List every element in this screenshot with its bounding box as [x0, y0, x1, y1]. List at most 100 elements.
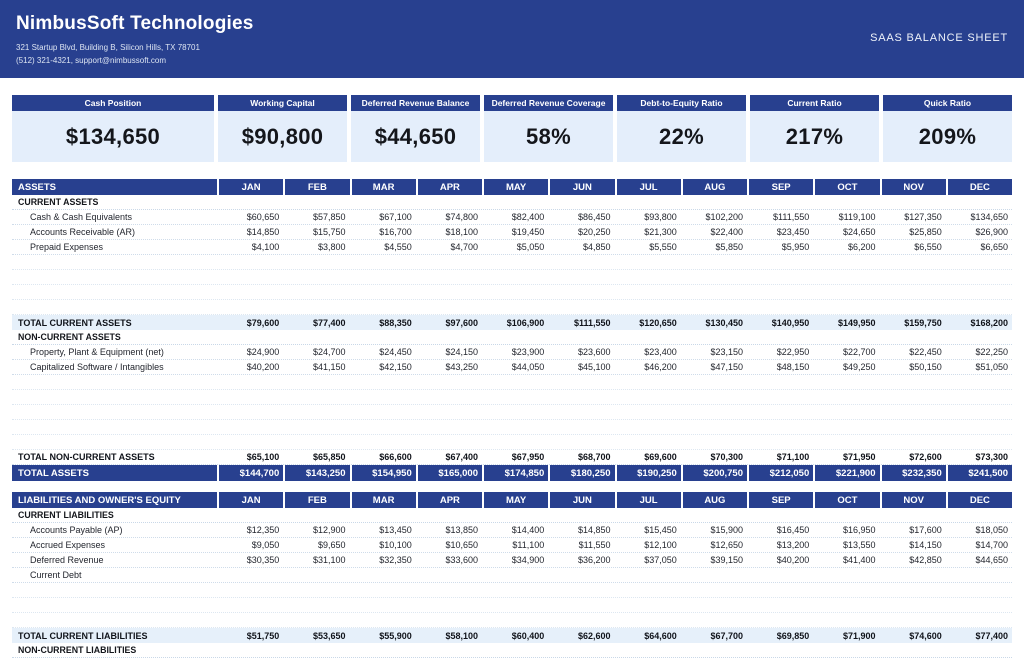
month-header: JAN — [217, 179, 283, 195]
value-cell: $111,550 — [573, 317, 611, 328]
value-cell: $24,900 — [246, 347, 280, 357]
value-cell: $33,600 — [445, 555, 478, 565]
row-label: NON-CURRENT ASSETS — [18, 332, 121, 342]
value-cell: $74,600 — [909, 630, 942, 641]
kpi-label: Working Capital — [218, 95, 347, 111]
value-cell: $71,100 — [776, 452, 810, 462]
value-cell: $4,700 — [450, 242, 478, 252]
value-cell: $51,750 — [246, 630, 280, 641]
value-cell: $24,700 — [312, 347, 346, 357]
row-label: TOTAL CURRENT LIABILITIES — [18, 630, 148, 641]
total-row: TOTAL CURRENT ASSETS $79,600 $77,400 $88,35… — [12, 315, 1012, 330]
value-cell: $180,250 — [548, 465, 614, 481]
value-cell: $25,850 — [909, 227, 942, 237]
value-cell: $77,400 — [312, 317, 346, 328]
value-cell: $14,400 — [511, 525, 545, 535]
value-cell: $71,950 — [842, 452, 876, 462]
month-header: FEB — [283, 179, 349, 195]
value-cell: $16,450 — [776, 525, 810, 535]
month-header: AUG — [680, 179, 747, 195]
month-header: APR — [415, 179, 482, 195]
month-header: MAR — [349, 179, 416, 195]
value-cell: $221,900 — [813, 465, 879, 481]
row-label: TOTAL NON-CURRENT ASSETS — [18, 452, 155, 462]
value-cell: $30,350 — [246, 555, 280, 565]
value-cell: $23,400 — [644, 347, 677, 357]
empty-row — [12, 583, 1012, 598]
value-cell — [880, 568, 946, 582]
value-cell: $13,450 — [379, 525, 412, 535]
row-label: NON-CURRENT LIABILITIES — [18, 645, 137, 655]
value-cell: $47,150 — [710, 362, 743, 372]
value-cell: $97,600 — [445, 317, 478, 328]
value-cell: $15,750 — [312, 227, 346, 237]
value-cell: $119,100 — [838, 212, 876, 222]
value-cell — [548, 568, 614, 582]
value-cell: $130,450 — [705, 317, 743, 328]
item-row: Accounts Receivable (AR) $14,850 $15,750 $1… — [12, 225, 1012, 240]
value-cell: $11,100 — [512, 540, 545, 550]
value-cell: $144,700 — [217, 465, 283, 481]
value-cell — [482, 568, 548, 582]
value-cell: $40,200 — [776, 555, 810, 565]
value-cell: $12,100 — [644, 540, 677, 550]
value-cell: $15,450 — [644, 525, 677, 535]
kpi-label: Quick Ratio — [883, 95, 1012, 111]
row-filler — [217, 195, 1012, 209]
section-row: NON-CURRENT ASSETS — [12, 330, 1012, 345]
empty-row — [12, 390, 1012, 405]
section-row: NON-CURRENT LIABILITIES — [12, 643, 1012, 658]
value-cell: $190,250 — [614, 465, 681, 481]
assets-table: ASSETS JAN FEB MAR APR MAY JUN JUL AUG SEP OCT NOV D… — [12, 179, 1012, 481]
value-cell: $69,600 — [644, 452, 677, 462]
kpi-label: Deferred Revenue Balance — [351, 95, 480, 111]
value-cell: $66,600 — [379, 452, 412, 462]
value-cell: $11,550 — [578, 540, 611, 550]
grand-row: TOTAL ASSETS $144,700 $143,250 $154,950 $165… — [12, 465, 1012, 481]
value-cell: $77,400 — [975, 630, 1008, 641]
total-row: TOTAL CURRENT LIABILITIES $51,750 $53,650 $… — [12, 628, 1012, 643]
value-cell: $15,900 — [710, 525, 743, 535]
kpi-card: Debt-to-Equity Ratio 22% — [617, 95, 746, 162]
month-header: JAN — [217, 492, 283, 508]
row-label: TOTAL ASSETS — [18, 467, 89, 479]
value-cell: $13,850 — [445, 525, 478, 535]
item-row: Accrued Expenses $9,050 $9,650 $10,100 $10,6… — [12, 538, 1012, 553]
value-cell: $79,600 — [246, 317, 280, 328]
month-header: NOV — [879, 492, 946, 508]
value-cell: $43,250 — [445, 362, 478, 372]
value-cell: $41,150 — [312, 362, 346, 372]
value-cell: $134,650 — [970, 212, 1008, 222]
total-row: TOTAL NON-CURRENT ASSETS $65,100 $65,850 $6… — [12, 450, 1012, 465]
row-label: Property, Plant & Equipment (net) — [30, 347, 164, 357]
month-header: OCT — [813, 492, 879, 508]
item-row: Property, Plant & Equipment (net) $24,900… — [12, 345, 1012, 360]
month-header: NOV — [879, 179, 946, 195]
value-cell: $67,700 — [710, 630, 743, 641]
value-cell: $67,100 — [379, 212, 412, 222]
value-cell: $60,650 — [246, 212, 280, 222]
value-cell: $65,850 — [312, 452, 346, 462]
value-cell: $40,200 — [246, 362, 280, 372]
value-cell: $22,400 — [710, 227, 743, 237]
value-cell: $60,400 — [511, 630, 545, 641]
kpi-label: Debt-to-Equity Ratio — [617, 95, 746, 111]
value-cell: $37,050 — [644, 555, 677, 565]
item-row: Prepaid Expenses $4,100 $3,800 $4,550 $4,700… — [12, 240, 1012, 255]
value-cell: $143,250 — [283, 465, 349, 481]
value-cell: $26,900 — [975, 227, 1008, 237]
value-cell: $9,050 — [251, 540, 280, 550]
value-cell: $200,750 — [680, 465, 747, 481]
table-title: LIABILITIES AND OWNER'S EQUITY — [18, 494, 181, 506]
value-cell: $67,400 — [445, 452, 478, 462]
value-cell: $13,200 — [776, 540, 810, 550]
empty-row — [12, 435, 1012, 450]
row-label: CURRENT LIABILITIES — [18, 510, 114, 520]
row-label: TOTAL CURRENT ASSETS — [18, 317, 132, 328]
empty-row — [12, 375, 1012, 390]
value-cell: $19,450 — [511, 227, 545, 237]
value-cell: $14,150 — [909, 540, 942, 550]
value-cell: $22,450 — [909, 347, 942, 357]
value-cell: $88,350 — [379, 317, 412, 328]
value-cell: $41,400 — [842, 555, 876, 565]
